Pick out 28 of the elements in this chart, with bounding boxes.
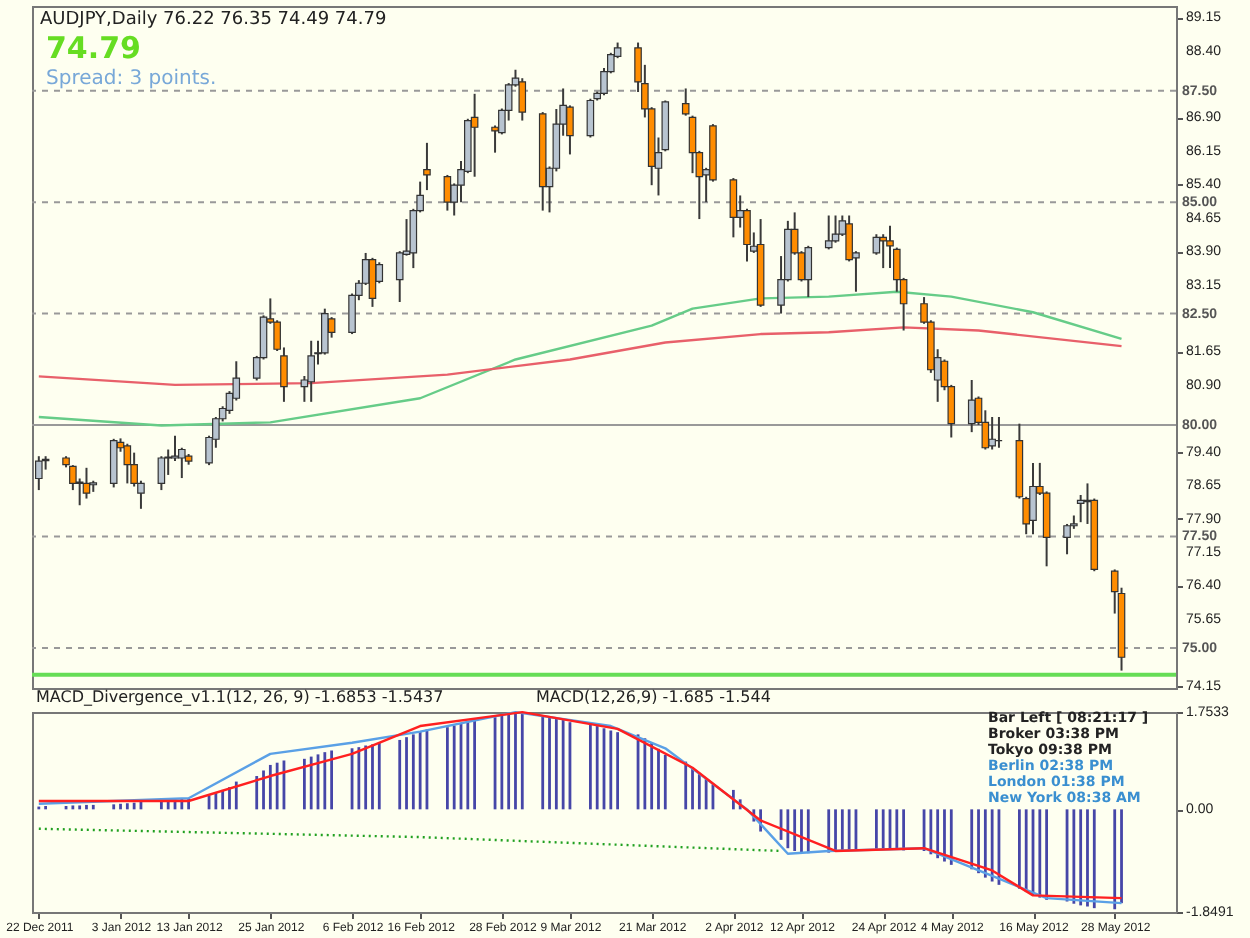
candlestick [470,92,479,178]
candlestick [1063,522,1071,556]
text: 74.79 [46,30,141,66]
candlestick [307,339,315,403]
candlestick [321,307,329,356]
candlestick [831,214,840,244]
candlestick [729,177,738,239]
candlestick [586,97,595,139]
candlestick [171,434,179,463]
annotation: Spread: 3 points. [46,68,217,90]
line-series [37,326,1123,387]
candlestick [82,466,91,500]
candlestick [988,415,996,451]
candlestick [518,77,527,122]
chart-title: AUDJPY,Daily 76.22 76.35 74.49 74.79 [40,10,387,30]
annotation: MACD_Divergence_v1.1(12, 26, 9) -1.6853 -1.5437 [36,688,444,706]
candlestick [423,141,431,192]
line-series [37,290,1123,427]
annotation: MACD(12,26,9) -1.685 -1.544 [536,688,771,706]
candlestick [824,214,833,251]
candlestick [109,437,118,489]
candlestick [879,233,887,270]
candlestick [157,455,166,492]
candlestick [123,442,132,485]
candlestick [804,244,813,299]
candlestick [967,378,976,434]
candlestick [1029,461,1037,536]
candlestick [35,455,43,492]
